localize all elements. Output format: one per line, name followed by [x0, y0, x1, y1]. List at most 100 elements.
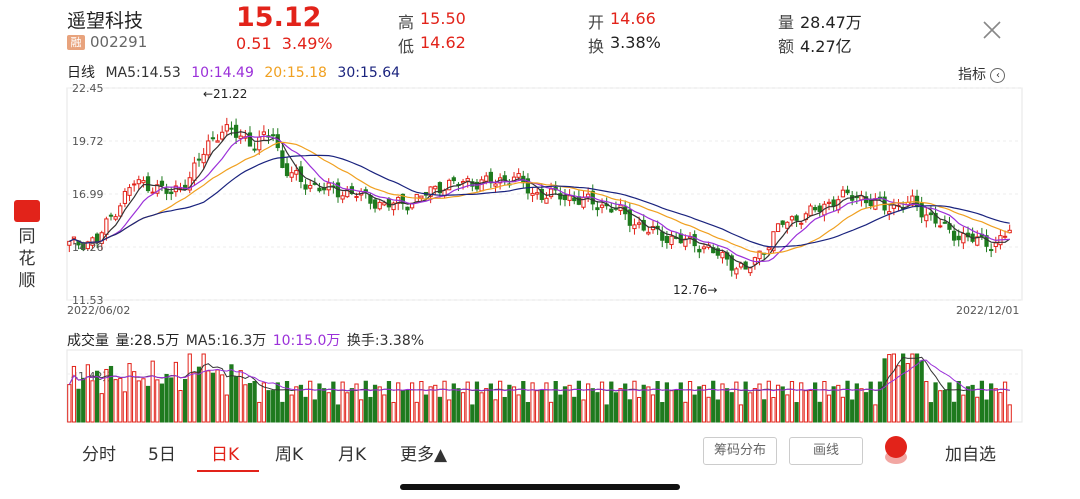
candle — [1002, 235, 1008, 238]
draw-line-button[interactable]: 画线 — [789, 437, 863, 465]
active-tab-underline — [197, 470, 259, 472]
quote-header: 遥望科技 融 002291 15.12 0.51 3.49% 高 15.50 低… — [0, 0, 1080, 58]
chip-distribution-button[interactable]: 筹码分布 — [703, 437, 777, 465]
home-indicator — [400, 484, 680, 490]
volume-bar — [604, 404, 609, 423]
volume-bar — [76, 388, 81, 423]
candle — [595, 207, 600, 211]
volume-bar — [261, 382, 266, 423]
candle — [317, 187, 322, 192]
candle — [558, 193, 563, 200]
candle — [627, 209, 632, 226]
volume-bar — [576, 380, 581, 423]
candle — [729, 255, 734, 271]
candle — [294, 170, 299, 175]
volume-bar — [437, 396, 443, 423]
ma-legend: 日线 MA5:14.53 10:14.49 20:15.18 30:15.64 — [67, 62, 406, 82]
volume-bar — [511, 386, 517, 423]
volume-bar — [998, 392, 1003, 423]
floating-bubble-icon[interactable] — [885, 436, 907, 458]
candle — [951, 230, 957, 241]
candle — [215, 140, 220, 143]
candle — [609, 208, 614, 213]
margin-badge: 融 — [67, 35, 85, 50]
candle — [757, 250, 762, 260]
period-tabs: 分时 5日 日K 周K 月K 更多▲ 筹码分布 画线 加自选 — [0, 432, 1080, 472]
volume-bar — [493, 399, 498, 423]
candle — [247, 132, 253, 147]
ma10-value: 10:14.49 — [191, 65, 254, 81]
volume-bar — [104, 368, 109, 423]
y-tick-label: 14.26 — [72, 241, 104, 254]
volume-bar — [99, 393, 104, 423]
volume-bar — [433, 384, 438, 423]
volume-bar — [678, 382, 683, 423]
indicator-button[interactable]: 指标 ‹ — [958, 64, 1006, 84]
volume-bar — [150, 360, 155, 423]
volume-bar — [928, 402, 934, 423]
volume-bar — [650, 394, 656, 423]
volume-bar — [891, 353, 896, 423]
volume-bar — [674, 390, 679, 423]
candle — [257, 136, 262, 151]
candle — [544, 197, 549, 204]
y-tick-label: 11.53 — [72, 294, 104, 307]
candle — [961, 233, 966, 244]
volume-bar — [715, 399, 720, 423]
candle — [646, 231, 651, 235]
close-icon[interactable] — [980, 18, 1004, 42]
brand-logo-icon — [14, 200, 40, 222]
volume-bar — [530, 382, 535, 423]
volume-bar — [377, 386, 382, 423]
candle — [308, 184, 313, 189]
candle — [224, 124, 229, 132]
tab-5day[interactable]: 5日 — [148, 445, 176, 465]
candle — [794, 215, 799, 221]
volume-bar — [840, 396, 846, 423]
volume-value: 量:28.5万 — [115, 333, 180, 349]
candle — [433, 185, 438, 190]
end-date: 2022/12/01 — [956, 304, 1019, 317]
tab-weekly-k[interactable]: 周K — [275, 445, 304, 465]
turnover-label: 换 — [588, 37, 605, 56]
volume-bar — [502, 396, 507, 423]
candle — [437, 182, 443, 194]
volume-bar — [581, 399, 586, 423]
volume-bar — [391, 401, 396, 423]
tab-intraday[interactable]: 分时 — [82, 445, 116, 465]
candle — [229, 127, 234, 130]
volume-bar — [210, 372, 216, 423]
volume-value: 28.47万 — [800, 13, 862, 32]
volume-bar — [335, 404, 341, 423]
brand-text: 同花顺 — [18, 227, 36, 291]
volume-bar — [354, 383, 359, 423]
candle — [141, 180, 146, 184]
volume-bar — [636, 396, 642, 423]
volume-bar — [766, 380, 771, 423]
tonghuashun-brand[interactable]: 同花顺 — [12, 200, 42, 292]
candle — [386, 198, 392, 208]
volume-bar — [822, 380, 827, 423]
candle — [400, 193, 405, 204]
volume-bar — [67, 384, 72, 423]
volume-bar — [887, 354, 892, 423]
add-to-watchlist-button[interactable]: 加自选 — [945, 445, 996, 465]
volume-bar — [178, 390, 183, 423]
candle — [539, 188, 544, 200]
volume-bar — [396, 382, 401, 423]
candle — [67, 240, 72, 246]
candle — [502, 175, 507, 181]
candle — [831, 199, 836, 207]
volume-bar — [108, 365, 114, 423]
tab-daily-k[interactable]: 日K — [211, 445, 240, 465]
candle — [993, 242, 998, 248]
tab-more[interactable]: 更多▲ — [400, 445, 448, 465]
volume-bar — [646, 386, 651, 423]
volume-bar — [386, 381, 392, 423]
volume-bar — [382, 394, 387, 423]
tab-monthly-k[interactable]: 月K — [338, 445, 367, 465]
volume-bar — [826, 394, 832, 423]
indicator-label: 指标 — [958, 67, 986, 83]
volume-bar — [993, 388, 998, 423]
